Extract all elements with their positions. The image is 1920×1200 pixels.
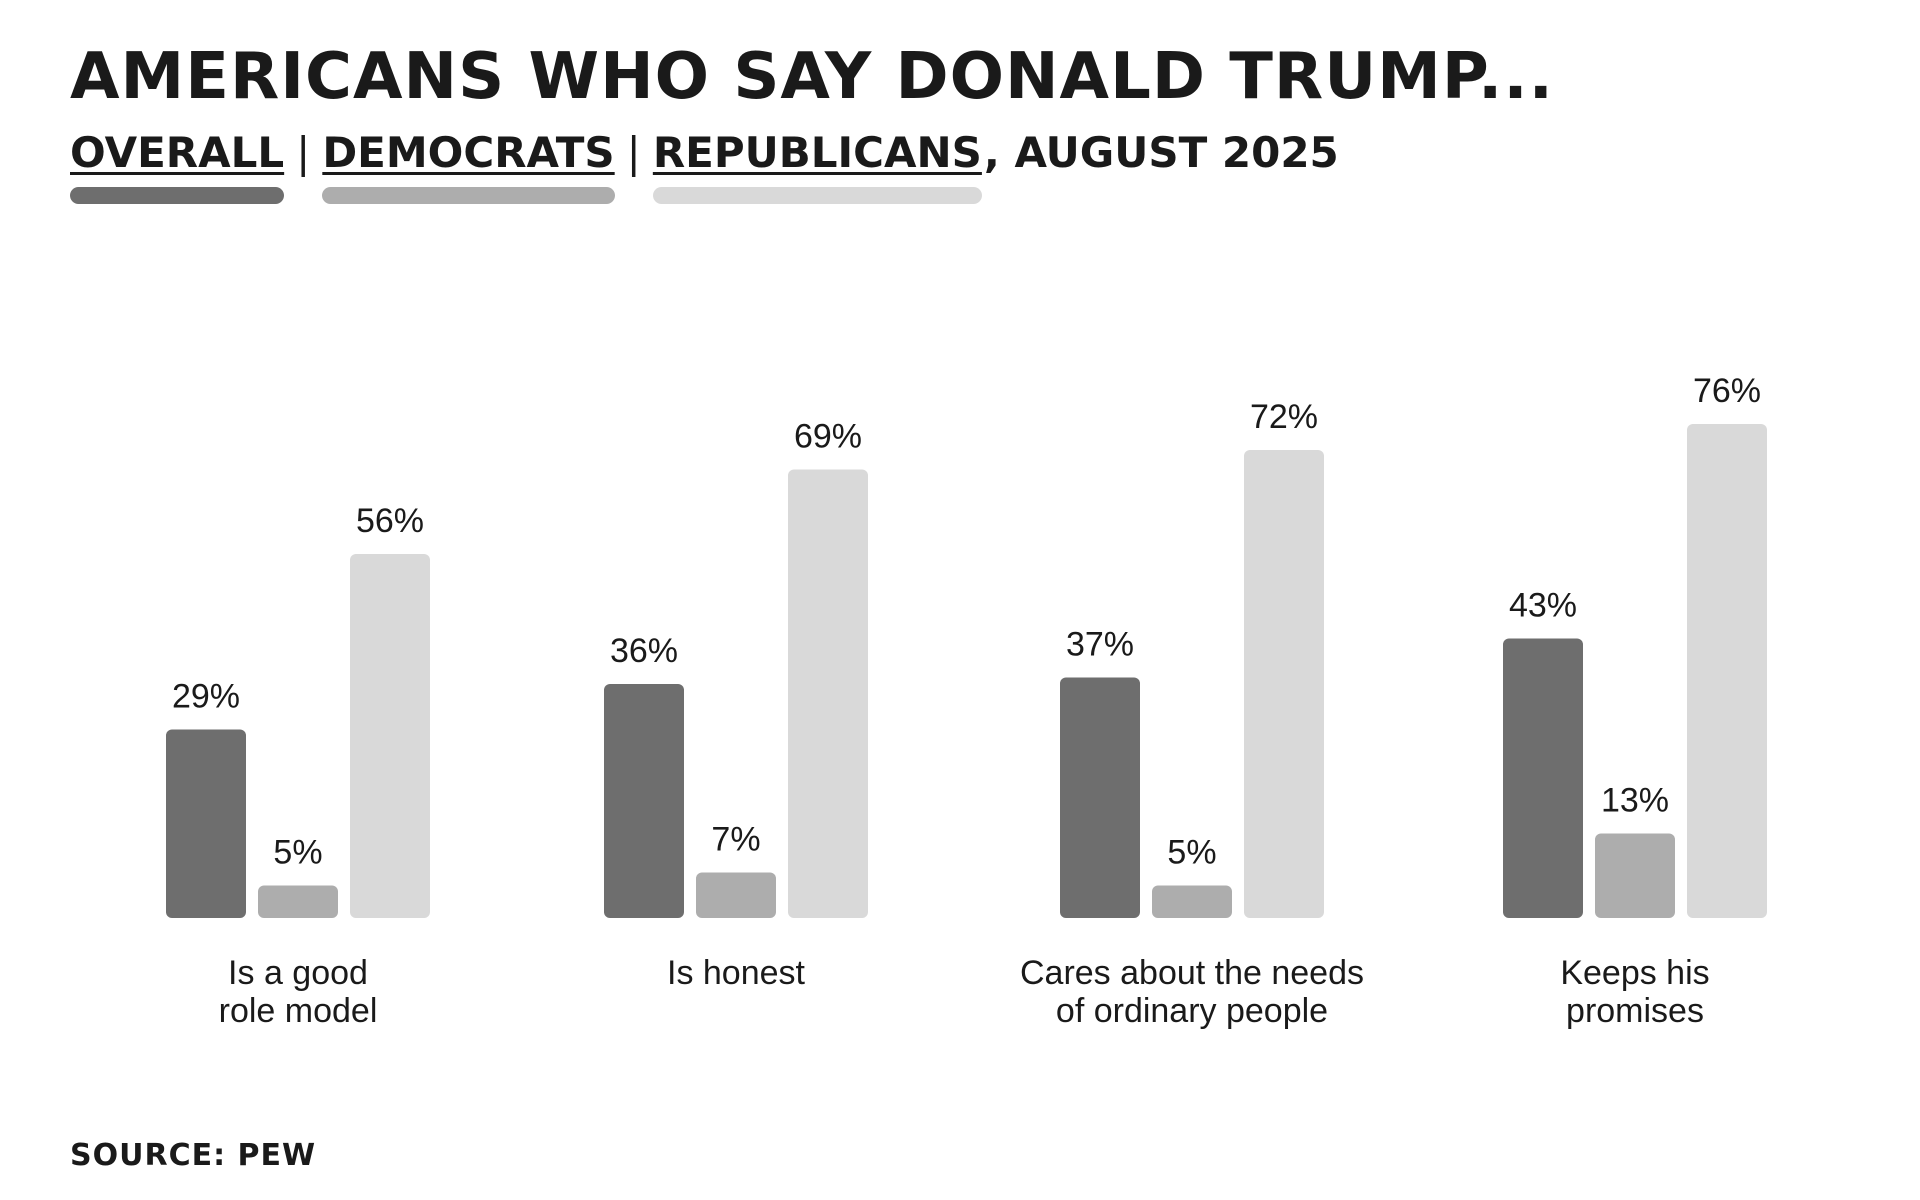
bar-overall-3	[1060, 677, 1140, 918]
data-label: 13%	[1601, 782, 1669, 820]
bar-democrats-3	[1152, 885, 1232, 918]
bar-republicans-3	[1244, 450, 1324, 918]
data-label: 29%	[172, 678, 240, 716]
legend-separator: |	[626, 128, 641, 177]
category-label: promises	[1566, 992, 1704, 1030]
data-label: 76%	[1693, 372, 1761, 410]
bar-republicans-1	[350, 554, 430, 918]
bar-overall-4	[1503, 638, 1583, 918]
category-label: Keeps his	[1560, 954, 1709, 992]
legend-swatch-democrats	[322, 187, 615, 204]
data-label: 37%	[1066, 626, 1134, 664]
legend-item-overall: OVERALL	[70, 128, 285, 204]
legend-swatch-overall	[70, 187, 285, 204]
legend-label-overall: OVERALL	[70, 128, 285, 177]
category-label: role model	[219, 992, 378, 1030]
bar-democrats-2	[696, 872, 776, 918]
chart-title: AMERICANS WHO SAY DONALD TRUMP...	[70, 40, 1554, 114]
category-label: Is a good	[228, 954, 368, 992]
legend: OVERALL | DEMOCRATS | REPUBLICANS , AUGU…	[70, 128, 1339, 204]
bar-overall-2	[604, 684, 684, 918]
data-label: 7%	[711, 821, 760, 859]
category-label: Is honest	[667, 954, 806, 992]
category-label: Cares about the needs	[1020, 954, 1364, 992]
legend-swatch-republicans	[652, 187, 982, 204]
category-label: of ordinary people	[1056, 992, 1328, 1030]
subtitle-date: , AUGUST 2025	[983, 128, 1339, 177]
bar-democrats-4	[1595, 833, 1675, 918]
bar-overall-1	[166, 729, 246, 918]
data-label: 56%	[356, 502, 424, 540]
legend-label-democrats: DEMOCRATS	[322, 128, 615, 177]
data-label: 36%	[610, 632, 678, 670]
legend-item-republicans: REPUBLICANS	[652, 128, 982, 204]
data-label: 72%	[1250, 398, 1318, 436]
bar-democrats-1	[258, 885, 338, 918]
data-label: 43%	[1509, 587, 1577, 625]
legend-item-democrats: DEMOCRATS	[322, 128, 615, 204]
data-label: 5%	[1167, 834, 1216, 872]
bar-republicans-4	[1687, 424, 1767, 918]
legend-label-republicans: REPUBLICANS	[652, 128, 982, 177]
data-label: 5%	[273, 834, 322, 872]
bar-republicans-2	[788, 469, 868, 918]
data-label: 69%	[794, 418, 862, 456]
legend-separator: |	[296, 128, 311, 177]
source-note: SOURCE: PEW	[70, 1138, 317, 1173]
